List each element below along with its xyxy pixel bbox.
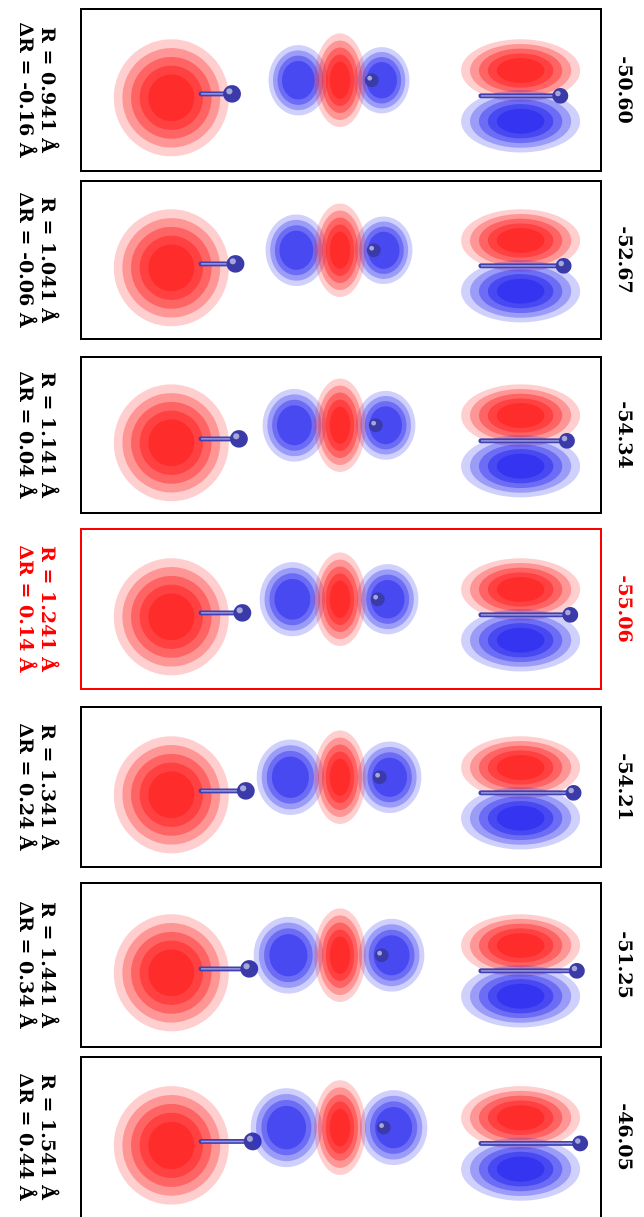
geometry-row: R = 1.041 Å ΔR = -0.06 Å -52.67 <box>0 180 644 340</box>
pi-orbital-split <box>461 558 581 672</box>
geometry-row: R = 1.141 Å ΔR = 0.04 Å -54.34 <box>0 356 644 514</box>
pi-orbital-split <box>461 736 582 850</box>
bond-length-label: R = 0.941 Å <box>37 27 59 153</box>
row-label: R = 1.241 Å ΔR = 0.14 Å <box>0 528 74 690</box>
energy-value: -51.25 <box>614 931 636 999</box>
energy-value: -52.67 <box>614 226 636 294</box>
bond-length-label: R = 1.141 Å <box>37 372 59 498</box>
sigma-orbital <box>113 209 245 327</box>
energy-column: -55.06 <box>606 528 644 690</box>
pi-orbital-split <box>461 384 581 498</box>
sigma-orbital <box>113 1086 262 1205</box>
pi-orbital-center <box>262 378 416 473</box>
sigma-orbital <box>113 914 259 1032</box>
orbital-plot <box>113 203 581 327</box>
bond-length-label: R = 1.041 Å <box>37 197 59 323</box>
orbital-panel <box>80 1056 602 1217</box>
energy-value: -54.21 <box>614 753 636 821</box>
orbital-panel <box>80 180 602 340</box>
bond-length-change-label: ΔR = 0.14 Å <box>15 545 37 673</box>
energy-column: -46.05 <box>606 1056 644 1217</box>
orbital-plot <box>113 908 585 1032</box>
orbital-panel <box>80 882 602 1048</box>
energy-column: -51.25 <box>606 882 644 1048</box>
pi-orbital-split <box>461 209 581 323</box>
bond-length-change-label: ΔR = -0.16 Å <box>15 22 37 158</box>
orbital-panel <box>80 8 602 172</box>
bond-length-label: R = 1.241 Å <box>37 546 59 672</box>
pi-orbital-center <box>268 33 410 128</box>
pi-orbital-center <box>265 203 413 298</box>
row-label: R = 1.541 Å ΔR = 0.44 Å <box>0 1056 74 1217</box>
energy-value: -46.05 <box>614 1102 636 1171</box>
orbital-plot <box>113 552 581 676</box>
geometry-row: R = 1.341 Å ΔR = 0.24 Å -54.21 <box>0 706 644 868</box>
geometry-row: R = 0.941 Å ΔR = -0.16 Å -50.60 <box>0 8 644 172</box>
pi-orbital-split <box>461 39 581 153</box>
energy-column: -54.21 <box>606 706 644 868</box>
bond-length-change-label: ΔR = 0.34 Å <box>15 901 37 1029</box>
bond-length-change-label: ΔR = -0.06 Å <box>15 192 37 328</box>
row-label: R = 1.441 Å ΔR = 0.34 Å <box>0 882 74 1048</box>
energy-value: -54.34 <box>614 401 636 469</box>
sigma-orbital <box>113 558 252 676</box>
bond-length-change-label: ΔR = 0.24 Å <box>15 723 37 851</box>
bond-length-label: R = 1.541 Å <box>37 1073 59 1200</box>
energy-column: -50.60 <box>606 8 644 172</box>
pi-orbital-center <box>259 552 419 647</box>
geometry-row: R = 1.441 Å ΔR = 0.34 Å -51.25 <box>0 882 644 1048</box>
bond-length-label: R = 1.441 Å <box>37 902 59 1028</box>
sigma-orbital <box>113 736 255 854</box>
row-label: R = 1.041 Å ΔR = -0.06 Å <box>0 180 74 340</box>
orbital-panel-highlighted <box>80 528 602 690</box>
pi-orbital-center <box>256 730 422 825</box>
orbital-plot <box>113 1080 589 1205</box>
sigma-orbital <box>113 384 248 502</box>
orbital-plot <box>113 730 582 854</box>
geometry-row: R = 1.541 Å ΔR = 0.44 Å -46.05 <box>0 1056 644 1217</box>
pi-orbital-split <box>461 1086 589 1201</box>
orbital-plot <box>113 33 581 157</box>
bond-length-change-label: ΔR = 0.44 Å <box>15 1072 37 1201</box>
energy-column: -54.34 <box>606 356 644 514</box>
energy-value: -50.60 <box>614 56 636 124</box>
row-label: R = 1.141 Å ΔR = 0.04 Å <box>0 356 74 514</box>
pi-orbital-center <box>250 1080 428 1176</box>
bond-length-change-label: ΔR = 0.04 Å <box>15 371 37 499</box>
energy-value: -55.06 <box>614 575 636 643</box>
orbital-panel <box>80 356 602 514</box>
row-label: R = 1.341 Å ΔR = 0.24 Å <box>0 706 74 868</box>
bond-length-label: R = 1.341 Å <box>37 724 59 850</box>
row-label: R = 0.941 Å ΔR = -0.16 Å <box>0 8 74 172</box>
geometry-row-highlighted: R = 1.241 Å ΔR = 0.14 Å -55.06 <box>0 528 644 690</box>
energy-column: -52.67 <box>606 180 644 340</box>
pi-orbital-center <box>253 908 425 1003</box>
orbital-plot <box>113 378 581 502</box>
pi-orbital-split <box>461 914 585 1028</box>
orbital-panel <box>80 706 602 868</box>
sigma-orbital <box>113 39 241 157</box>
